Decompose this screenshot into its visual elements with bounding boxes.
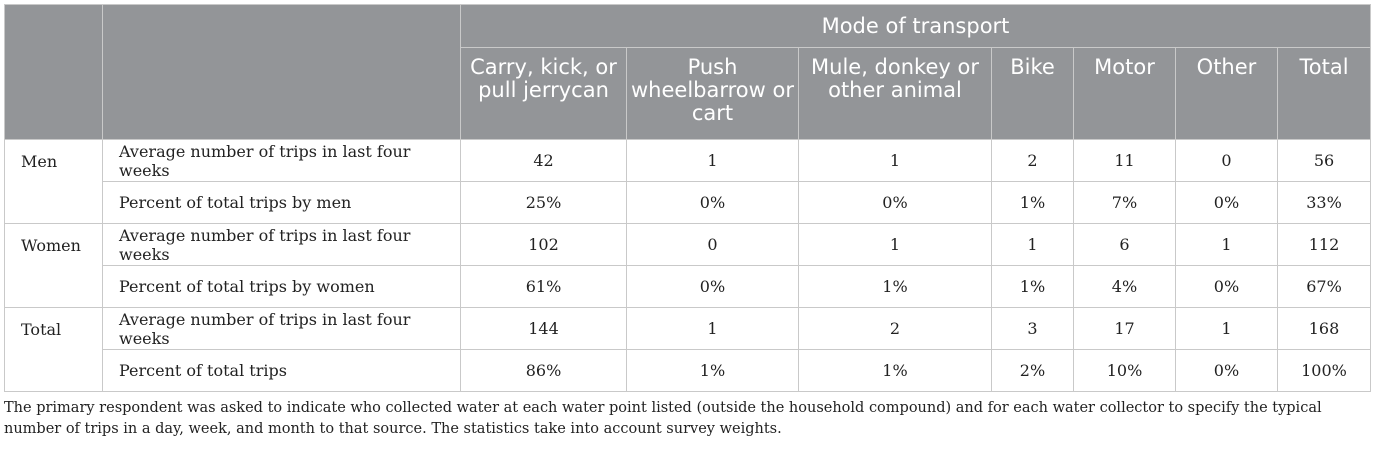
table-cell: 1 <box>626 307 799 350</box>
table-cell: 112 <box>1276 223 1372 266</box>
table-row: Women Average number of trips in last fo… <box>4 223 1372 308</box>
table-cell: 0% <box>1175 181 1278 224</box>
table-cell: 2 <box>798 307 992 350</box>
row-label: Average number of trips in last four wee… <box>102 139 461 182</box>
table-cell: 1% <box>626 349 799 392</box>
table-cell: 1 <box>1175 307 1278 350</box>
table-cell: 86% <box>460 349 627 392</box>
table-cell: 42 <box>460 139 627 182</box>
table-row: Men Average number of trips in last four… <box>4 139 1372 224</box>
row-label: Percent of total trips <box>102 349 461 392</box>
table-row: Total Average number of trips in last fo… <box>4 307 1372 392</box>
table-cell: 0% <box>1175 265 1278 308</box>
table-cell: 2 <box>991 139 1074 182</box>
table-cell: 0% <box>626 181 799 224</box>
row-label: Percent of total trips by men <box>102 181 461 224</box>
group-label-women: Women <box>4 223 103 308</box>
table-cell: 1 <box>798 139 992 182</box>
column-header-animal: Mule, donkey or other animal <box>798 47 992 140</box>
column-header-total: Total <box>1276 47 1372 140</box>
column-header-push: Push wheelbarrow or cart <box>626 47 799 140</box>
table-cell: 1% <box>991 181 1074 224</box>
table-cell: 56 <box>1276 139 1372 182</box>
group-label-men: Men <box>4 139 103 224</box>
table-cell: 2% <box>991 349 1074 392</box>
table-body: Men Average number of trips in last four… <box>4 139 1372 392</box>
column-header-carry: Carry, kick, or pull jerrycan <box>460 47 627 140</box>
transport-trips-table: Mode of transport Carry, kick, or pull j… <box>4 4 1372 392</box>
table-cell: 1% <box>991 265 1074 308</box>
table-cell: 102 <box>460 223 627 266</box>
table-row: Percent of total trips by women 61% 0% 1… <box>5 265 1372 308</box>
table-cell: 11 <box>1073 139 1176 182</box>
table-cell: 1 <box>1175 223 1278 266</box>
table-cell: 1 <box>991 223 1074 266</box>
table-cell: 33% <box>1276 181 1372 224</box>
header-mode-of-transport: Mode of transport <box>459 4 1372 48</box>
row-label: Average number of trips in last four wee… <box>102 223 461 266</box>
table-cell: 6 <box>1073 223 1176 266</box>
table-cell: 0% <box>1175 349 1278 392</box>
table-row: Percent of total trips by men 25% 0% 0% … <box>5 181 1372 224</box>
table-cell: 144 <box>460 307 627 350</box>
column-header-motor: Motor <box>1073 47 1176 140</box>
column-header-bike: Bike <box>991 47 1074 140</box>
row-label: Average number of trips in last four wee… <box>102 307 461 350</box>
header-empty-group <box>4 4 103 140</box>
table-cell: 168 <box>1276 307 1372 350</box>
table-cell: 1% <box>798 265 992 308</box>
column-header-other: Other <box>1175 47 1278 140</box>
table-cell: 25% <box>460 181 627 224</box>
table-footnote: The primary respondent was asked to indi… <box>4 400 1322 437</box>
table-container: Mode of transport Carry, kick, or pull j… <box>4 4 1372 440</box>
table-cell: 0 <box>626 223 799 266</box>
table-cell: 0% <box>626 265 799 308</box>
table-cell: 1 <box>626 139 799 182</box>
header-empty-label <box>102 4 461 140</box>
table-cell: 3 <box>991 307 1074 350</box>
table-cell: 7% <box>1073 181 1176 224</box>
table-cell: 4% <box>1073 265 1176 308</box>
table-cell: 10% <box>1073 349 1176 392</box>
table-cell: 67% <box>1276 265 1372 308</box>
table-cell: 0 <box>1175 139 1278 182</box>
table-cell: 1% <box>798 349 992 392</box>
table-cell: 100% <box>1276 349 1372 392</box>
table-cell: 1 <box>798 223 992 266</box>
table-cell: 0% <box>798 181 992 224</box>
table-row: Percent of total trips 86% 1% 1% 2% 10% … <box>5 349 1372 392</box>
row-label: Percent of total trips by women <box>102 265 461 308</box>
table-cell: 17 <box>1073 307 1176 350</box>
table-header: Mode of transport Carry, kick, or pull j… <box>4 4 1372 140</box>
group-label-total: Total <box>4 307 103 392</box>
table-cell: 61% <box>460 265 627 308</box>
